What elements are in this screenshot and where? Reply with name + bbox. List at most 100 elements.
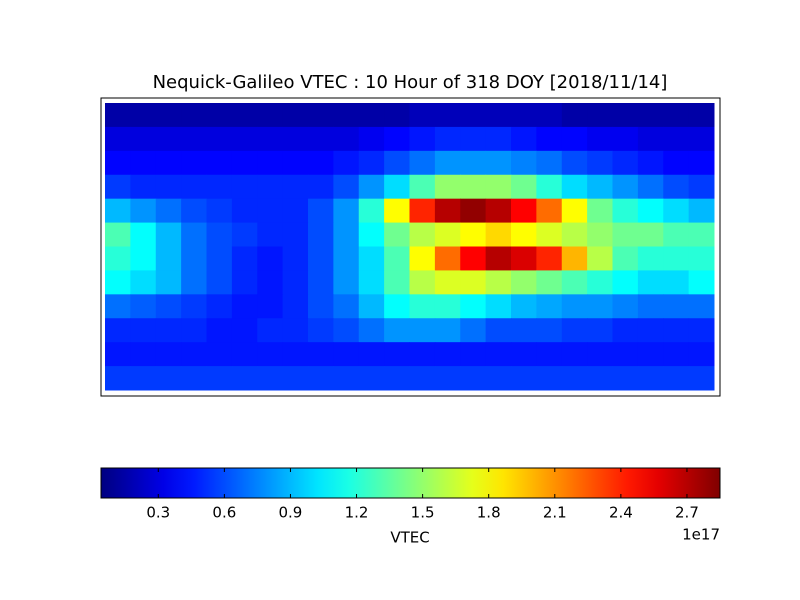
colorbar-label: VTEC — [390, 529, 429, 547]
heat-cell — [460, 246, 487, 271]
heat-cell — [612, 126, 639, 152]
heat-cell — [130, 174, 157, 200]
heat-cell — [105, 294, 131, 319]
colorbar-tick-label: 1.2 — [345, 504, 369, 522]
heat-cell — [663, 126, 690, 152]
heat-cell — [663, 103, 690, 128]
heat-cell — [536, 150, 563, 176]
heat-cell — [308, 318, 334, 343]
heat-cell — [257, 318, 284, 343]
heat-cell — [587, 318, 613, 343]
heat-cell — [587, 246, 613, 271]
heat-cell — [688, 126, 715, 152]
heat-cell — [561, 318, 588, 343]
heat-cell — [409, 270, 436, 295]
heat-cell — [282, 294, 309, 319]
heat-cell — [587, 294, 613, 319]
heat-cell — [434, 103, 461, 128]
heat-cell — [587, 103, 613, 128]
heat-cell — [409, 174, 436, 200]
heat-cell — [511, 198, 537, 224]
heat-cell — [511, 103, 537, 128]
heat-cell — [206, 270, 233, 295]
heat-cell — [536, 103, 563, 128]
heat-cell — [688, 198, 715, 224]
heat-cell — [130, 222, 157, 247]
heat-cell — [155, 222, 182, 247]
heat-cell — [612, 174, 639, 200]
heat-cell — [485, 246, 512, 271]
heat-cell — [257, 150, 284, 176]
heat-cell — [663, 294, 690, 319]
heat-cell — [257, 222, 284, 247]
heat-cell — [384, 342, 410, 367]
heat-cell — [257, 198, 284, 224]
heat-cell — [181, 103, 207, 128]
heat-cell — [231, 342, 258, 367]
heat-cell — [561, 222, 588, 247]
heat-cell — [181, 294, 207, 319]
heat-cell — [587, 150, 613, 176]
heat-cell — [637, 174, 664, 200]
heat-cell — [460, 150, 487, 176]
heat-cell — [637, 318, 664, 343]
heat-cell — [663, 366, 690, 391]
heat-cell — [511, 366, 537, 391]
heat-cell — [511, 246, 537, 271]
heat-cell — [155, 246, 182, 271]
heat-cell — [384, 270, 410, 295]
heat-cell — [358, 366, 385, 391]
heat-cell — [358, 150, 385, 176]
heat-cell — [409, 198, 436, 224]
heat-cell — [409, 246, 436, 271]
heat-cell — [105, 222, 131, 247]
heat-cell — [485, 366, 512, 391]
heat-cell — [282, 126, 309, 152]
heat-cell — [231, 198, 258, 224]
heat-cell — [155, 294, 182, 319]
heat-cell — [358, 246, 385, 271]
heat-cell — [460, 366, 487, 391]
heat-cell — [612, 366, 639, 391]
heat-cell — [587, 126, 613, 152]
heat-cell — [409, 366, 436, 391]
heat-cell — [587, 222, 613, 247]
heat-cell — [587, 174, 613, 200]
heat-cell — [206, 150, 233, 176]
heat-cell — [688, 103, 715, 128]
heat-cell — [333, 198, 360, 224]
heat-cell — [333, 366, 360, 391]
heat-cell — [105, 270, 131, 295]
heat-cell — [358, 294, 385, 319]
heat-cell — [282, 366, 309, 391]
heat-cell — [282, 342, 309, 367]
heat-cell — [358, 222, 385, 247]
heat-cell — [155, 270, 182, 295]
heat-cell — [536, 366, 563, 391]
colorbar-tick-label: 2.4 — [609, 504, 633, 522]
heat-cell — [536, 222, 563, 247]
heat-cell — [460, 342, 487, 367]
heat-cell — [536, 126, 563, 152]
heat-cell — [206, 222, 233, 247]
heat-cell — [231, 366, 258, 391]
heat-cell — [561, 270, 588, 295]
heat-cell — [612, 318, 639, 343]
heat-cell — [105, 198, 131, 224]
offset-label: 1e17 — [682, 526, 720, 544]
heat-cell — [688, 150, 715, 176]
heat-cell — [282, 222, 309, 247]
heat-cell — [358, 198, 385, 224]
heat-cell — [587, 342, 613, 367]
heat-cell — [358, 318, 385, 343]
heat-cell — [460, 318, 487, 343]
heat-cell — [181, 198, 207, 224]
heat-cell — [308, 126, 334, 152]
heat-cell — [333, 342, 360, 367]
colorbar-tick-label: 2.1 — [543, 504, 567, 522]
heat-cell — [384, 126, 410, 152]
heat-cell — [257, 270, 284, 295]
heat-cell — [282, 318, 309, 343]
heat-cell — [409, 150, 436, 176]
colorbar-tick-label: 0.9 — [279, 504, 303, 522]
